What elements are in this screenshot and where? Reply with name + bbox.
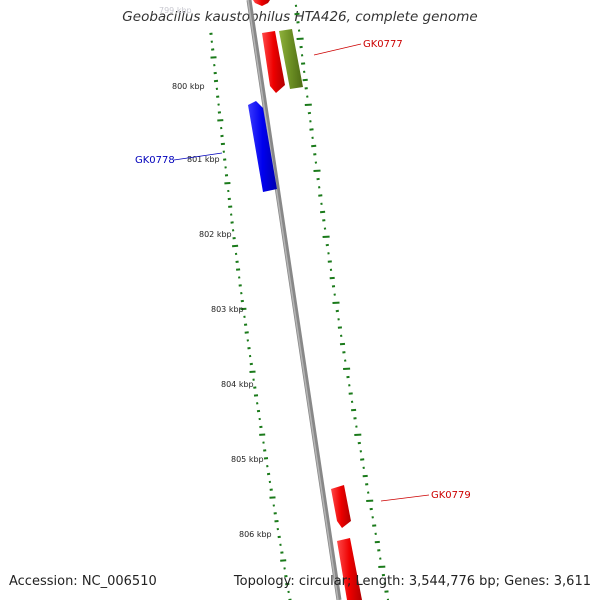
gene-gk0777-olive[interactable] <box>279 29 303 89</box>
gc-track-outer <box>294 4 390 600</box>
gene-label-gk0778[interactable]: GK0778 <box>135 155 175 166</box>
gc-outer-tick <box>294 12 300 16</box>
genome-summary-text: Topology: circular; Length: 3,544,776 bp… <box>233 574 591 589</box>
tick-label-800: 800 kbp <box>172 82 205 91</box>
gk0778-leader <box>173 152 223 161</box>
gc-outer-tick <box>314 161 318 164</box>
gc-outer-tick <box>323 227 327 230</box>
gene-top-partial[interactable] <box>253 0 270 6</box>
gene-bottom-red[interactable] <box>337 538 362 600</box>
tick-label-806: 806 kbp <box>239 530 272 539</box>
gc-outer-tick <box>320 210 326 214</box>
gene-label-gk0779[interactable]: GK0779 <box>431 490 471 501</box>
gc-inner-tick <box>217 103 220 106</box>
tick-label-799: 799 kbp <box>159 6 192 15</box>
tick-label-803: 803 kbp <box>211 305 244 314</box>
genome-backbone <box>246 0 342 600</box>
gene-gk0779-red[interactable] <box>331 485 351 528</box>
tick-label-802: 802 kbp <box>199 230 232 239</box>
gc-outer-tick <box>302 78 308 82</box>
gc-inner-tick <box>232 244 239 248</box>
genome-backbone-highlight <box>247 0 339 600</box>
gene-gk0777-red[interactable] <box>262 31 285 93</box>
gc-outer-tick <box>325 243 329 247</box>
map-title: Geobacillus kaustophilus HTA426, complet… <box>122 9 478 25</box>
accession-text: Accession: NC_006510 <box>9 574 157 589</box>
gc-outer-tick <box>316 177 320 181</box>
gc-outer-tick <box>309 128 314 131</box>
tick-label-804: 804 kbp <box>221 380 254 389</box>
gene-gk0778-blue[interactable] <box>248 101 277 192</box>
tick-label-805: 805 kbp <box>231 455 264 464</box>
gk0779-leader <box>380 494 430 502</box>
gk0777-leader <box>313 43 362 56</box>
gc-outer-tick <box>307 111 312 115</box>
tick-label-801: 801 kbp <box>187 155 220 164</box>
gc-outer-tick <box>311 144 317 148</box>
gene-label-gk0777[interactable]: GK0777 <box>363 39 403 50</box>
